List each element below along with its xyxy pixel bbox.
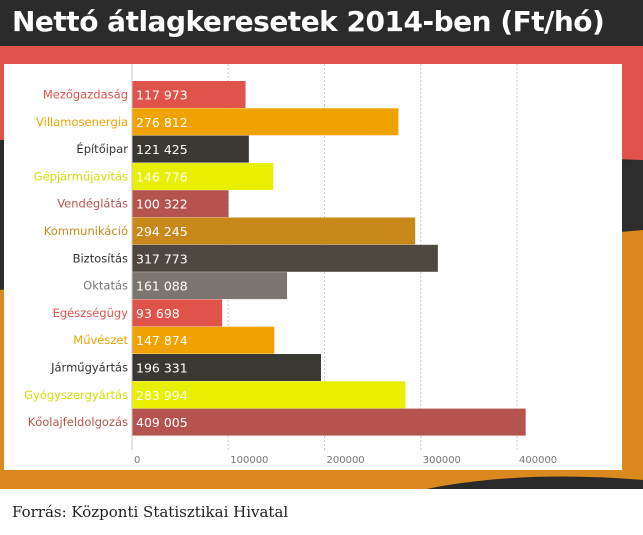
data-label: 100 322 — [136, 197, 188, 212]
data-label: 283 994 — [136, 388, 188, 403]
category-label: Mezőgazdaság — [43, 88, 128, 102]
data-label: 121 425 — [136, 142, 188, 157]
bar — [132, 381, 406, 409]
x-tick-label: 0 — [134, 455, 140, 466]
bar — [132, 162, 274, 190]
data-label: 409 005 — [136, 415, 188, 430]
bar — [132, 244, 438, 272]
bar — [132, 81, 246, 108]
bar — [132, 354, 321, 381]
source-note: Forrás: Központi Statisztikai Hivatal — [0, 489, 643, 533]
category-label: Építőipar — [76, 141, 128, 156]
category-label: Villamosenergia — [36, 115, 128, 129]
category-label: Járműgyártás — [50, 361, 128, 375]
bar — [132, 272, 288, 300]
data-label: 146 776 — [136, 169, 188, 184]
bar — [132, 108, 399, 136]
category-label: Vendéglátás — [57, 197, 128, 211]
bar — [132, 135, 249, 163]
category-label: Gyógyszergyártás — [24, 388, 128, 402]
data-label: 196 331 — [136, 361, 188, 376]
data-label: 276 812 — [136, 115, 188, 130]
category-label: Kőolajfeldolgozás — [28, 415, 128, 429]
data-label: 117 973 — [136, 88, 188, 103]
category-label: Művészet — [73, 333, 128, 347]
data-label: 317 773 — [136, 251, 188, 266]
bar — [132, 190, 229, 218]
data-label: 93 698 — [136, 306, 180, 321]
data-label: 294 245 — [136, 224, 188, 239]
x-tick-label: 400000 — [519, 455, 557, 466]
data-label: 147 874 — [136, 333, 188, 348]
bar — [132, 299, 223, 327]
x-tick-label: 300000 — [423, 455, 461, 466]
x-tick-label: 200000 — [327, 455, 365, 466]
bar — [132, 326, 275, 354]
data-label: 161 088 — [136, 279, 188, 294]
bar — [132, 217, 416, 245]
category-label: Kommunikáció — [44, 224, 128, 238]
category-label: Egészségügy — [53, 306, 129, 320]
category-label: Gépjárműjavítás — [34, 169, 128, 183]
category-label: Biztosítás — [73, 251, 128, 265]
bar — [132, 408, 526, 436]
x-tick-label: 100000 — [230, 455, 268, 466]
chart-panel: 0 100000 200000 300000 400000 117 973 Mezőgazd… — [4, 64, 622, 470]
page-title: Nettó átlagkeresetek 2014-ben (Ft/hó) — [0, 0, 643, 46]
category-label: Oktatás — [83, 279, 128, 293]
bar-chart: 0 100000 200000 300000 400000 117 973 Mezőgazd… — [24, 64, 557, 466]
